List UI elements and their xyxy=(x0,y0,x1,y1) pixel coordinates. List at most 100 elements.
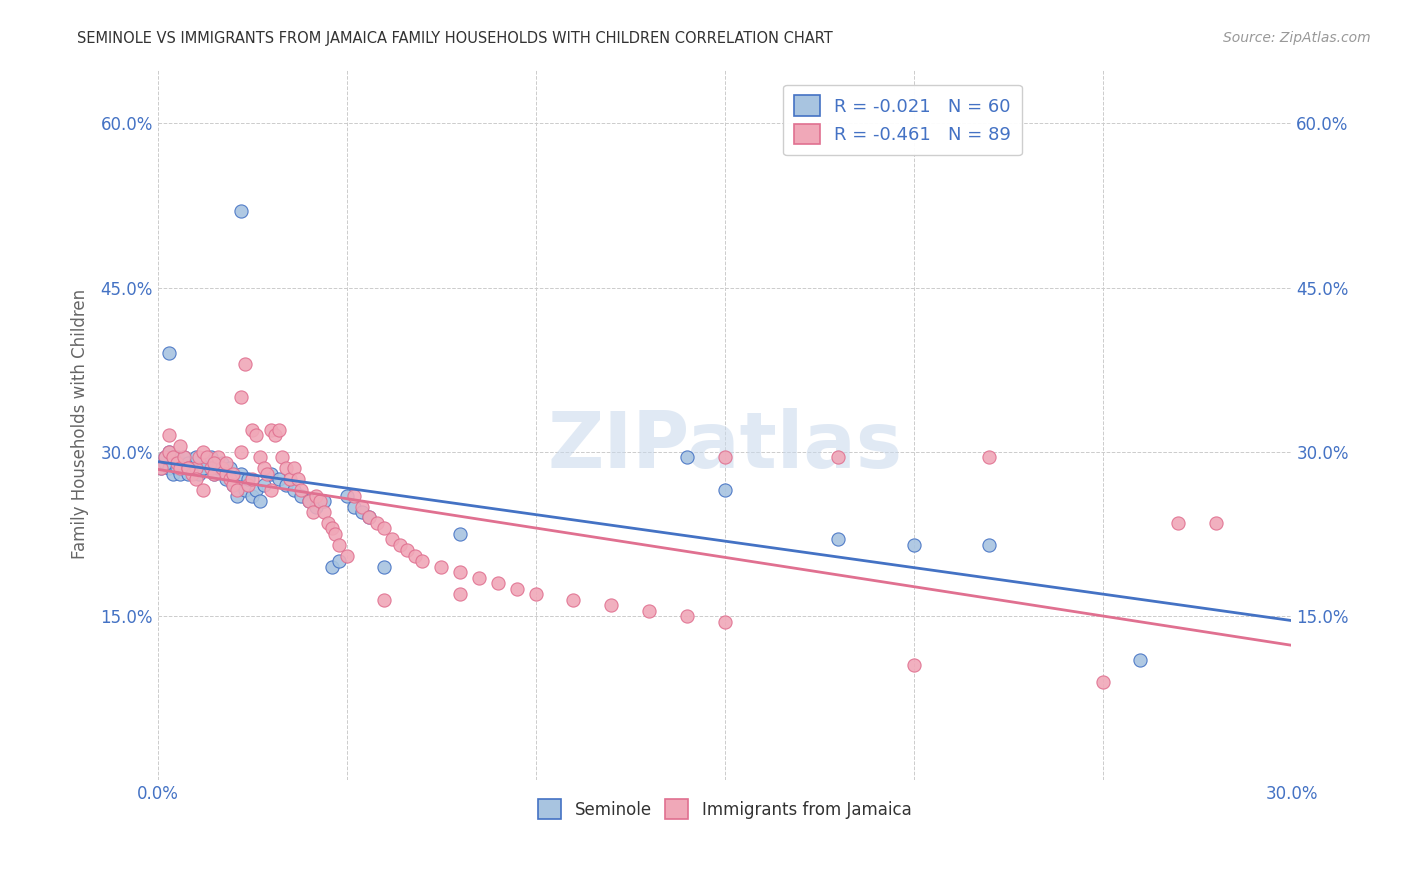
Point xyxy=(283,483,305,497)
Point xyxy=(240,423,263,437)
Point xyxy=(150,461,173,475)
Point xyxy=(316,516,339,530)
Point xyxy=(267,423,290,437)
Point xyxy=(245,483,267,497)
Point xyxy=(486,576,509,591)
Point xyxy=(177,461,200,475)
Point xyxy=(222,477,245,491)
Point xyxy=(449,566,471,580)
Point xyxy=(200,450,222,465)
Text: ZIPatlas: ZIPatlas xyxy=(547,408,903,483)
Point xyxy=(373,521,395,535)
Point xyxy=(226,489,249,503)
Point xyxy=(713,615,735,629)
Point xyxy=(449,527,471,541)
Point xyxy=(252,477,274,491)
Point xyxy=(903,538,925,552)
Point xyxy=(350,500,373,514)
Point xyxy=(177,456,200,470)
Point xyxy=(157,461,180,475)
Point xyxy=(202,467,225,481)
Point xyxy=(191,461,214,475)
Point xyxy=(173,450,195,465)
Point xyxy=(245,428,267,442)
Point xyxy=(249,494,271,508)
Point xyxy=(373,559,395,574)
Point xyxy=(675,609,697,624)
Point xyxy=(468,571,491,585)
Point xyxy=(343,489,366,503)
Point xyxy=(207,450,229,465)
Point xyxy=(229,203,252,218)
Point xyxy=(222,477,245,491)
Point xyxy=(278,472,301,486)
Point xyxy=(713,483,735,497)
Point xyxy=(155,456,177,470)
Point xyxy=(215,456,238,470)
Point xyxy=(430,559,453,574)
Point xyxy=(218,472,240,486)
Point xyxy=(180,467,202,481)
Point xyxy=(188,467,211,481)
Point xyxy=(298,494,321,508)
Point xyxy=(388,538,411,552)
Point xyxy=(276,461,298,475)
Point xyxy=(449,587,471,601)
Point xyxy=(157,428,180,442)
Point xyxy=(290,483,312,497)
Point xyxy=(359,510,381,524)
Point xyxy=(180,461,202,475)
Point xyxy=(336,549,359,563)
Point xyxy=(381,533,404,547)
Point xyxy=(309,494,332,508)
Point xyxy=(298,494,321,508)
Point xyxy=(233,357,256,371)
Point xyxy=(218,461,240,475)
Point xyxy=(155,450,177,465)
Point xyxy=(169,461,191,475)
Point xyxy=(827,533,849,547)
Point xyxy=(283,461,305,475)
Text: SEMINOLE VS IMMIGRANTS FROM JAMAICA FAMILY HOUSEHOLDS WITH CHILDREN CORRELATION : SEMINOLE VS IMMIGRANTS FROM JAMAICA FAMI… xyxy=(77,31,834,46)
Point xyxy=(256,467,278,481)
Point xyxy=(169,456,191,470)
Point xyxy=(1167,516,1189,530)
Point xyxy=(396,543,419,558)
Point xyxy=(1205,516,1227,530)
Point xyxy=(343,500,366,514)
Point xyxy=(215,472,238,486)
Point xyxy=(238,477,260,491)
Point xyxy=(404,549,426,563)
Point xyxy=(903,658,925,673)
Point xyxy=(191,483,214,497)
Point xyxy=(173,450,195,465)
Point xyxy=(359,510,381,524)
Point xyxy=(321,521,343,535)
Point xyxy=(200,461,222,475)
Point xyxy=(321,559,343,574)
Point xyxy=(229,467,252,481)
Y-axis label: Family Households with Children: Family Households with Children xyxy=(72,289,89,559)
Point xyxy=(524,587,547,601)
Point xyxy=(177,467,200,481)
Point xyxy=(979,450,1001,465)
Point xyxy=(202,467,225,481)
Point xyxy=(177,461,200,475)
Point xyxy=(267,472,290,486)
Point xyxy=(506,582,529,596)
Text: Source: ZipAtlas.com: Source: ZipAtlas.com xyxy=(1223,31,1371,45)
Point xyxy=(600,598,623,612)
Point xyxy=(271,450,294,465)
Point xyxy=(162,450,184,465)
Point xyxy=(184,450,207,465)
Point xyxy=(1129,653,1152,667)
Point xyxy=(411,554,433,568)
Point xyxy=(222,467,245,481)
Point xyxy=(233,483,256,497)
Point xyxy=(328,538,350,552)
Point xyxy=(263,428,285,442)
Point xyxy=(325,527,347,541)
Point xyxy=(336,489,359,503)
Point xyxy=(215,467,238,481)
Point xyxy=(373,592,395,607)
